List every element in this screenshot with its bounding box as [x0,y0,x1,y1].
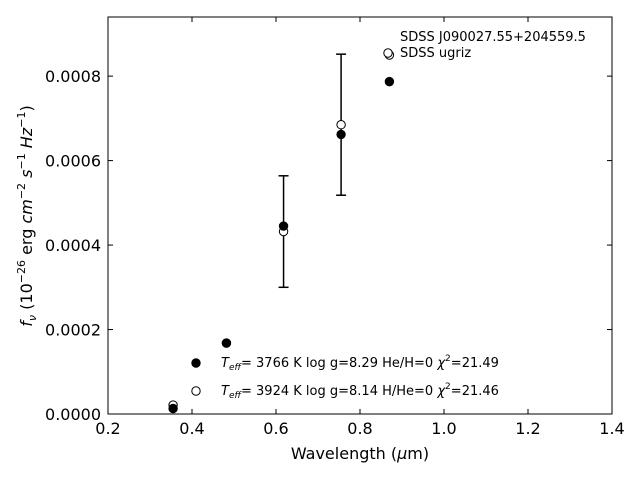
legend-filled-circle-marker [191,358,201,368]
y-tick-label: 0.0006 [45,152,101,171]
y-tick-label: 0.0000 [45,405,101,424]
y-axis-label: fν (10−26 erg cm−2 s−1 Hz−1) [15,105,39,326]
x-axis-label: Wavelength (μm) [291,444,429,463]
model-point [221,338,232,348]
x-tick-label: 1.2 [515,419,540,438]
axes: 0.2 0.4 0.6 0.8 1.0 1.2 1.4 0.0000 0.0002 0.0004 0… [45,17,625,438]
legend-open-circle-marker [383,48,393,58]
plot-frame [107,16,613,415]
x-tick-label: 0.4 [179,419,204,438]
legend-top: SDSS J090027.55+204559.5 SDSS ugriz [383,30,586,61]
legend-top-title: SDSS J090027.55+204559.5 [400,30,586,45]
legend-open-circle-marker-2 [191,386,201,396]
x-tick-label: 1.0 [431,419,456,438]
legend-entry-1: Teff= 3766 K log g=8.29 He/H=0 χ2=21.49 [221,354,499,373]
observed-point [336,119,346,130]
y-tick-label: 0.0004 [45,236,101,255]
x-tick-label: 0.2 [95,419,120,438]
chart-marks [168,50,395,414]
legend-bottom: Teff= 3766 K log g=8.29 He/H=0 χ2=21.49 … [191,354,499,401]
y-tick-label: 0.0008 [45,67,101,86]
x-tick-label: 0.6 [263,419,288,438]
y-tick-label: 0.0002 [45,321,101,340]
model-point [384,76,395,87]
model-point [168,403,178,414]
x-tick-label: 1.4 [599,419,624,438]
x-tick-label: 0.8 [347,419,372,438]
model-point [336,129,346,140]
legend-entry-2: Teff= 3924 K log g=8.14 H/He=0 χ2=21.46 [221,382,499,401]
model-point [278,221,289,231]
legend-top-entry: SDSS ugriz [400,46,471,61]
